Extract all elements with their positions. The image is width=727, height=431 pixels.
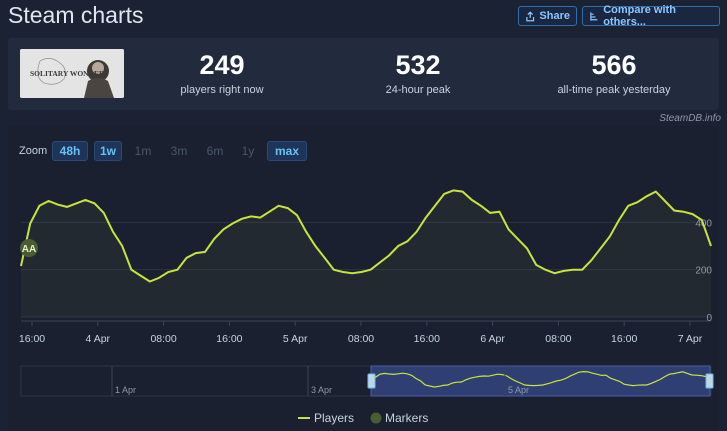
y-tick-label: 0	[706, 313, 712, 324]
navigator-selection[interactable]	[370, 365, 711, 397]
navigator-series-line	[370, 370, 711, 388]
game-artwork-icon: SOLITARY WONDER	[20, 49, 124, 98]
legend-markers-swatch	[370, 412, 382, 424]
zoom-6m-button[interactable]: 6m	[206, 144, 224, 158]
x-tick-label: 08:00	[150, 333, 176, 345]
x-tick-label: 5 Apr	[283, 333, 308, 345]
x-tick-label: 08:00	[348, 333, 374, 345]
stat-24h-peak: 532 24-hour peak	[338, 50, 498, 96]
zoom-1y-button[interactable]: 1y	[241, 144, 255, 158]
navigator-ticks: 1 Apr 3 Apr 5 Apr	[111, 366, 529, 396]
x-tick-label: 16:00	[611, 333, 637, 345]
players-area	[21, 190, 711, 317]
x-tick-label: 7 Apr	[678, 333, 703, 345]
stat-current-value: 249	[199, 50, 245, 80]
share-label: Share	[539, 10, 570, 22]
compare-icon	[590, 11, 598, 21]
stat-current-label: players right now	[180, 84, 264, 96]
zoom-48h-button[interactable]: 48h	[52, 141, 88, 161]
navigator-tick-label: 1 Apr	[115, 385, 136, 395]
stat-all-time-peak: 566 all-time peak yesterday	[534, 50, 694, 96]
chart-legend: Players Markers	[0, 410, 727, 426]
x-tick-label: 4 Apr	[86, 333, 111, 345]
stat-alltime-value: 566	[591, 50, 637, 80]
legend-players[interactable]: Players	[314, 411, 355, 425]
game-capsule-image[interactable]: SOLITARY WONDER	[20, 49, 124, 98]
navigator-tick-label: 3 Apr	[311, 385, 332, 395]
share-button[interactable]: Share	[518, 6, 577, 26]
players-series-line[interactable]	[20, 189, 712, 283]
page-title: Steam charts	[8, 2, 144, 28]
marker-label: AA	[22, 244, 36, 255]
marker-aa[interactable]: AA	[20, 239, 38, 257]
legend-markers[interactable]: Markers	[385, 411, 429, 425]
compare-button[interactable]: Compare with others...	[582, 4, 720, 28]
stat-current-players: 249 players right now	[142, 50, 302, 96]
navigator-tick-label: 5 Apr	[508, 385, 529, 395]
zoom-label: Zoom	[19, 145, 48, 157]
marker-circle[interactable]	[20, 239, 38, 257]
zoom-3m-button[interactable]: 3m	[170, 144, 188, 158]
stats-panel: SOLITARY WONDER 249 players right now 53…	[8, 38, 719, 110]
capsule-title: SOLITARY WONDER	[30, 69, 105, 78]
header: Steam charts Share Compare with others..…	[0, 0, 727, 34]
navigator-left-handle[interactable]	[367, 373, 376, 389]
zoom-1w-button[interactable]: 1w	[94, 141, 122, 161]
stat-alltime-label: all-time peak yesterday	[557, 84, 671, 96]
y-tick-label: 200	[695, 266, 712, 277]
x-tick-label: 16:00	[216, 333, 242, 345]
navigator[interactable]: 1 Apr 3 Apr 5 Apr	[20, 365, 714, 397]
zoom-1m-button[interactable]: 1m	[134, 144, 152, 158]
stat-24h-label: 24-hour peak	[385, 84, 451, 96]
x-tick-label: 08:00	[545, 333, 571, 345]
source-credit[interactable]: SteamDB.info	[659, 113, 721, 124]
zoom-max-button[interactable]: max	[267, 141, 307, 161]
x-tick-label: 6 Apr	[480, 333, 505, 345]
stat-24h-value: 532	[395, 50, 441, 80]
chart-grid	[21, 221, 711, 322]
navigator-right-handle[interactable]	[705, 373, 714, 389]
share-icon	[526, 10, 535, 21]
x-tick-label: 16:00	[19, 333, 45, 345]
compare-label: Compare with others...	[603, 4, 676, 28]
x-tick-label: 16:00	[414, 333, 440, 345]
x-axis-ticks: 16:00 4 Apr 08:00 16:00 5 Apr 08:00 16:00 6 Apr…	[19, 321, 703, 345]
